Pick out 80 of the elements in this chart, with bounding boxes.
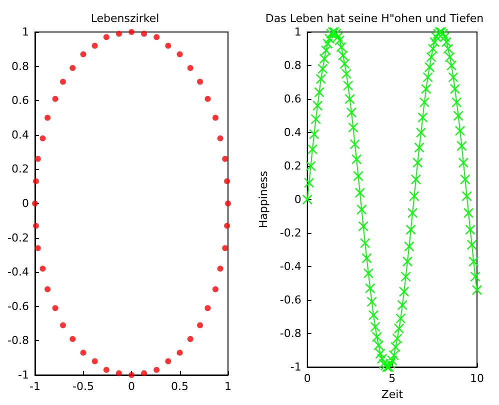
x-tick-label: 0.5 bbox=[171, 380, 188, 393]
point bbox=[103, 366, 110, 373]
y-tick-label: 0.8 bbox=[12, 60, 29, 73]
point bbox=[60, 322, 66, 328]
point bbox=[165, 42, 172, 49]
point bbox=[187, 336, 194, 342]
y-tick-label: -0.6 bbox=[8, 300, 29, 313]
point bbox=[34, 245, 41, 252]
point bbox=[40, 266, 46, 272]
point bbox=[176, 350, 183, 356]
point bbox=[154, 366, 160, 373]
point bbox=[44, 286, 51, 292]
x-tick-label: 1 bbox=[224, 380, 232, 393]
y-tick-label: 0.4 bbox=[12, 128, 29, 142]
point bbox=[222, 156, 228, 162]
point bbox=[141, 370, 148, 376]
point bbox=[224, 222, 230, 229]
point bbox=[204, 305, 211, 312]
point bbox=[32, 200, 38, 206]
y-axis-title: Happiness bbox=[257, 170, 270, 228]
point bbox=[212, 114, 218, 121]
point bbox=[176, 51, 183, 58]
point bbox=[154, 34, 160, 40]
y-tick-label: 1 bbox=[294, 26, 302, 38]
point bbox=[60, 78, 66, 85]
x-tick-label: 10 bbox=[470, 372, 484, 386]
y-tick-label: -1 bbox=[290, 360, 302, 374]
y-tick-label: 0.4 bbox=[284, 126, 302, 140]
point bbox=[34, 156, 41, 162]
y-tick-label: 1 bbox=[22, 26, 29, 38]
y-tick-label: 0.2 bbox=[284, 160, 302, 173]
point bbox=[141, 30, 148, 37]
point bbox=[32, 222, 39, 229]
chart-title: Lebenszirkel bbox=[90, 12, 160, 25]
point bbox=[222, 245, 228, 252]
y-tick-label: 0 bbox=[294, 193, 302, 206]
point bbox=[116, 370, 122, 376]
point bbox=[212, 286, 218, 292]
point bbox=[103, 34, 110, 40]
point bbox=[80, 51, 86, 58]
point bbox=[217, 135, 224, 142]
point bbox=[128, 29, 134, 35]
point bbox=[52, 96, 58, 102]
x-tick-label: 0 bbox=[128, 380, 135, 393]
point bbox=[197, 322, 204, 328]
point bbox=[44, 114, 51, 121]
point bbox=[70, 65, 76, 72]
y-tick-label: -0.6 bbox=[280, 294, 302, 307]
y-tick-label: -0.2 bbox=[8, 231, 29, 244]
y-tick-label: 0.8 bbox=[284, 59, 302, 72]
x-tick-label: -0.5 bbox=[72, 380, 94, 393]
y-tick-label: 0.6 bbox=[284, 92, 302, 106]
chart-title: Das Leben hat seine H"ohen und Tiefen bbox=[265, 12, 484, 25]
y-tick-label: 0.6 bbox=[12, 94, 29, 108]
y-tick-label: -0.2 bbox=[280, 226, 302, 240]
x-axis-title: Zeit bbox=[381, 388, 404, 401]
point bbox=[80, 350, 86, 356]
point bbox=[165, 358, 172, 364]
point bbox=[92, 358, 98, 364]
point bbox=[92, 42, 98, 49]
y-tick-label: -0.4 bbox=[8, 266, 29, 279]
point bbox=[52, 305, 58, 312]
point bbox=[225, 200, 231, 206]
y-tick-label: -0.8 bbox=[8, 334, 29, 348]
point bbox=[128, 372, 134, 378]
y-tick-label: -0.8 bbox=[280, 327, 302, 340]
point bbox=[217, 266, 224, 272]
point bbox=[197, 78, 204, 85]
x-tick-label: 5 bbox=[388, 372, 396, 386]
point bbox=[40, 135, 46, 142]
point bbox=[116, 30, 122, 37]
point bbox=[187, 65, 194, 72]
x-tick-label: 0 bbox=[304, 372, 311, 386]
point bbox=[32, 178, 39, 184]
point bbox=[224, 178, 230, 184]
y-tick-label: -0.4 bbox=[280, 260, 302, 274]
point bbox=[70, 336, 76, 342]
y-tick-label: 0.2 bbox=[12, 162, 29, 176]
y-tick-label: 0 bbox=[22, 197, 29, 210]
point bbox=[204, 96, 211, 102]
